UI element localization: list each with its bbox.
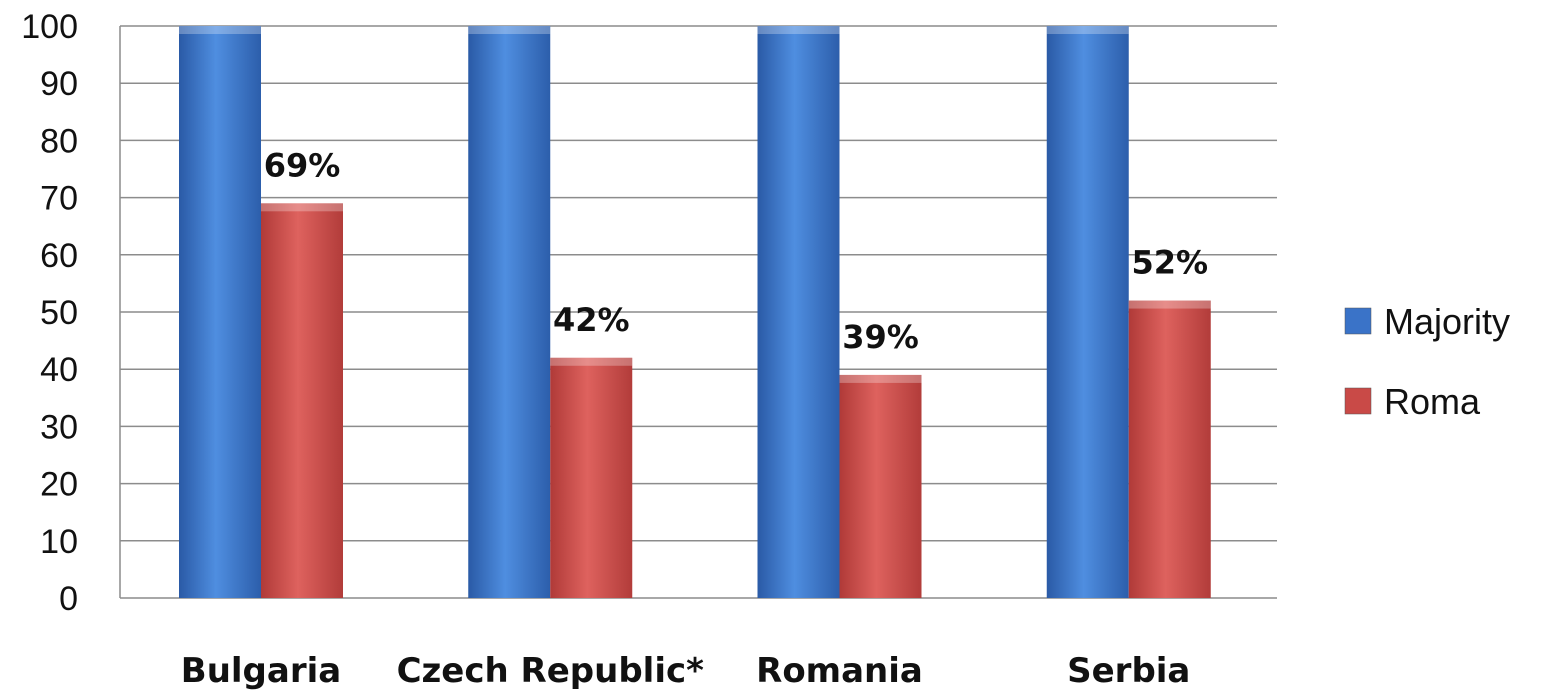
x-tick-label: Serbia	[1067, 651, 1190, 691]
data-labels: 69% 42% 39% 52%	[264, 146, 1208, 356]
bar-highlight	[179, 26, 261, 34]
bar-majority-3	[1046, 26, 1129, 598]
bar-majority-1	[468, 26, 551, 598]
x-tick-label: Czech Republic*	[397, 651, 705, 691]
bar-highlight	[757, 26, 840, 34]
legend-label-roma: Roma	[1384, 381, 1481, 422]
bar-highlight	[1046, 26, 1129, 34]
y-tick-label: 90	[40, 65, 78, 103]
y-tick-label: 50	[40, 294, 78, 332]
bar-majority-0	[179, 26, 261, 598]
legend-swatch-majority	[1344, 307, 1372, 335]
y-tick-label: 20	[40, 466, 78, 504]
data-label: 52%	[1131, 244, 1208, 282]
bar-highlight	[261, 203, 343, 212]
data-label: 42%	[553, 301, 630, 339]
bar-roma-2	[839, 374, 922, 598]
y-axis: 0 10 20 30 40 50 60 70 80 90 100	[21, 8, 121, 618]
y-tick-label: 100	[21, 8, 78, 46]
x-tick-label: Romania	[756, 651, 923, 691]
bars	[179, 26, 1211, 598]
bar-roma-3	[1128, 300, 1211, 598]
y-tick-label: 70	[40, 180, 78, 218]
data-label: 69%	[264, 146, 341, 184]
y-tick-label: 40	[40, 351, 78, 389]
y-tick-label: 30	[40, 408, 78, 446]
legend-label-majority: Majority	[1384, 301, 1510, 342]
y-tick-label: 0	[59, 580, 78, 618]
y-tick-label: 60	[40, 237, 78, 275]
y-tick-label: 10	[40, 523, 78, 561]
bar-highlight	[468, 26, 551, 34]
y-tick-label: 80	[40, 122, 78, 160]
bar-majority-2	[757, 26, 840, 598]
bar-highlight	[839, 374, 922, 383]
x-axis: Bulgaria Czech Republic* Romania Serbia	[181, 651, 1191, 691]
x-tick-label: Bulgaria	[181, 651, 341, 691]
bar-highlight	[1128, 300, 1211, 309]
bar-roma-1	[550, 357, 633, 598]
legend: Majority Roma	[1344, 301, 1510, 422]
data-label: 39%	[842, 318, 919, 356]
bar-highlight	[550, 357, 633, 366]
bar-roma-0	[261, 203, 343, 598]
legend-swatch-roma	[1344, 387, 1372, 415]
